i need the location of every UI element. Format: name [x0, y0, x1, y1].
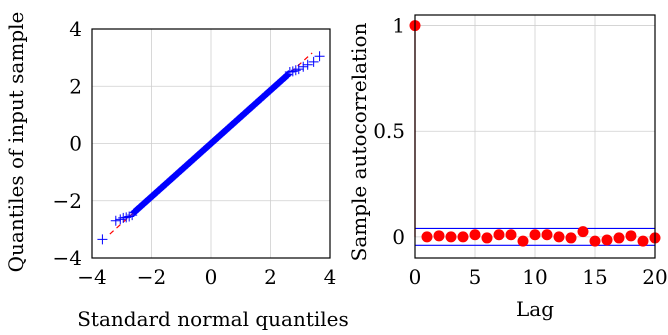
- acf-stem-marker: [469, 229, 481, 241]
- qq-x-tick-label: 2: [264, 265, 277, 289]
- qq-y-tick-labels: −4 −2 0 2 4: [53, 17, 82, 270]
- acf-y-tick-labels: 00.51: [373, 14, 405, 249]
- acf-stem-marker: [541, 229, 553, 241]
- acf-stem-marker: [601, 234, 613, 246]
- qq-point: [115, 214, 126, 225]
- acf-y-tick-label: 0: [392, 225, 405, 249]
- acf-y-tick-label: 1: [392, 14, 405, 38]
- qq-point: [293, 64, 304, 75]
- qq-y-tick-label: 0: [69, 132, 82, 156]
- acf-stem-marker: [577, 226, 589, 238]
- acf-grid: [414, 15, 656, 258]
- acf-stem-marker: [481, 232, 493, 244]
- acf-y-tick-label: 0.5: [373, 119, 405, 143]
- qq-x-tick-label: 0: [205, 265, 218, 289]
- acf-stem-marker: [433, 230, 445, 242]
- acf-stem-marker: [505, 229, 517, 241]
- acf-stem-marker: [517, 235, 529, 247]
- acf-x-tick-label: 20: [642, 265, 667, 289]
- acf-stem-marker: [625, 230, 637, 242]
- qq-point: [110, 215, 121, 226]
- acf-stem-marker: [637, 235, 649, 247]
- qq-point: [118, 212, 129, 223]
- acf-stem-marker: [553, 231, 565, 243]
- acf-stem-marker: [613, 232, 625, 244]
- acf-stem-marker: [565, 232, 577, 244]
- qq-y-tick-label: 4: [69, 17, 82, 41]
- acf-x-tick-label: 5: [469, 265, 482, 289]
- qq-point: [97, 234, 108, 245]
- qq-point: [314, 51, 325, 62]
- acf-x-tick-label: 15: [582, 265, 607, 289]
- qq-y-tick-label: −2: [53, 189, 82, 213]
- qq-x-tick-label: −2: [137, 265, 166, 289]
- qq-y-tick-label: −4: [53, 246, 82, 270]
- acf-x-tick-label: 0: [409, 265, 422, 289]
- qq-point: [127, 210, 138, 221]
- acf-stem-marker: [493, 229, 505, 241]
- acf-stem-marker: [457, 231, 469, 243]
- acf-stem-marker: [445, 231, 457, 243]
- acf-x-axis-label: Lag: [516, 297, 554, 321]
- acf-x-tick-labels: 0 5 10 15 20: [409, 265, 668, 289]
- qq-point: [121, 212, 132, 223]
- acf-stem-marker: [529, 229, 541, 241]
- qq-x-tick-label: 4: [324, 265, 337, 289]
- qq-sample-points: [97, 51, 325, 245]
- qq-point: [282, 71, 291, 80]
- qq-axes-frame: [91, 28, 331, 259]
- acf-stem-marker: [589, 235, 601, 247]
- acf-stem-marker: [421, 231, 433, 243]
- qq-point: [308, 56, 319, 67]
- acf-axes-frame: [414, 14, 656, 259]
- qq-y-tick-label: 2: [69, 74, 82, 98]
- qq-x-axis-label: Standard normal quantiles: [77, 307, 349, 331]
- acf-plot-panel: 0 5 10 15 20 00.51 Lag Sample autocorrelatio…: [347, 14, 668, 321]
- acf-x-tick-label: 10: [522, 265, 547, 289]
- qq-plot-panel: −4 −2 0 2 4 −4 −2 0 2 4 Standard normal quantile…: [4, 12, 349, 331]
- qq-x-tick-labels: −4 −2 0 2 4: [77, 265, 336, 289]
- qq-y-axis-label: Quantiles of input sample: [4, 12, 28, 273]
- acf-y-axis-label: Sample autocorrelation: [347, 23, 371, 262]
- acf-confidence-bounds: [415, 227, 655, 246]
- qq-point: [298, 61, 309, 72]
- qq-point: [302, 59, 313, 70]
- qq-x-tick-label: −4: [77, 265, 106, 289]
